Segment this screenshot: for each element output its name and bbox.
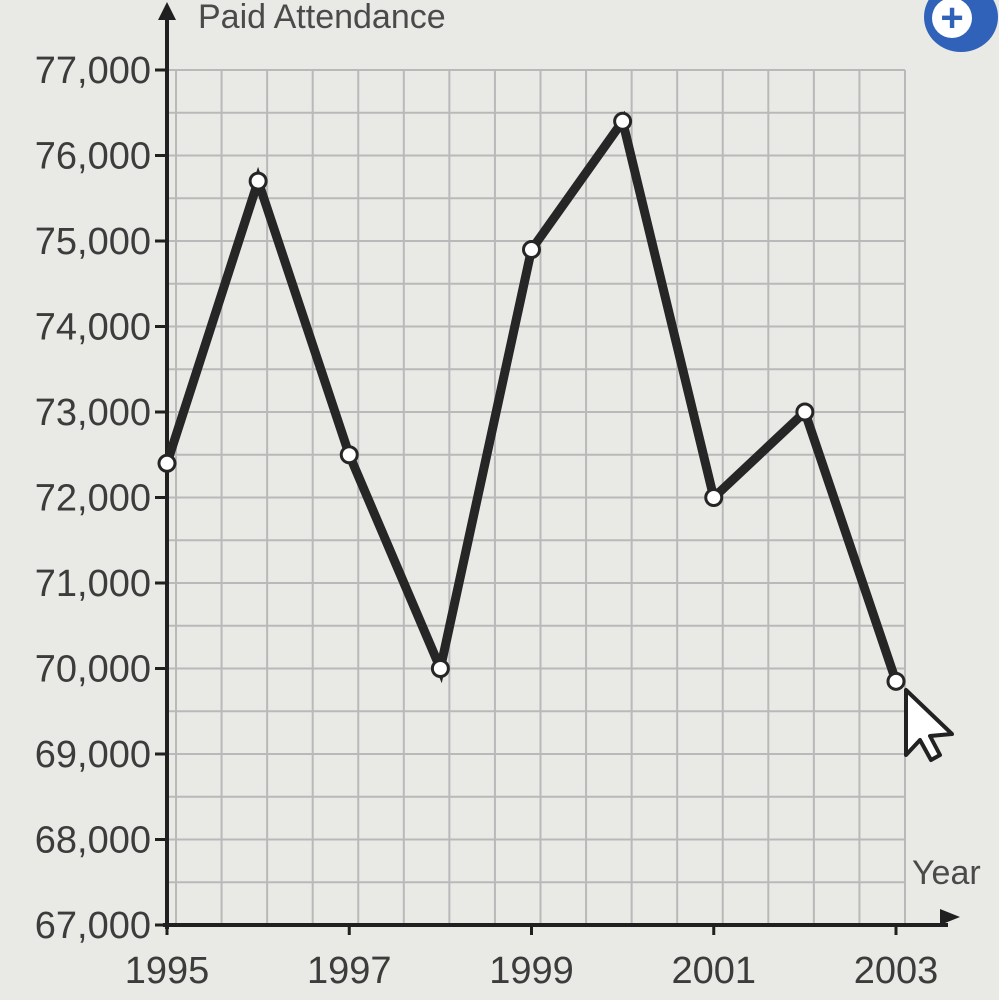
- x-tick-label: 2003: [854, 950, 939, 992]
- y-tick-label: 75,000: [35, 221, 151, 263]
- x-tick-labels: 1995 1997 1999 2001 2003: [125, 925, 939, 992]
- data-point: [704, 488, 724, 507]
- y-tick-label: 76,000: [35, 136, 151, 178]
- plus-icon: +: [932, 0, 972, 38]
- y-tick-labels: 67,000 68,000 69,000 70,000 71,000 72,000 73,0…: [35, 50, 167, 947]
- data-point: [339, 445, 359, 465]
- y-tick-label: 72,000: [35, 478, 151, 520]
- data-point: [248, 171, 268, 191]
- y-tick-label: 73,000: [35, 392, 151, 434]
- data-point: [430, 659, 450, 678]
- x-tick-label: 1997: [307, 950, 392, 992]
- x-tick-label: 2001: [671, 950, 756, 992]
- y-tick-label: 70,000: [35, 649, 151, 691]
- series: [157, 110, 906, 691]
- y-tick-label: 68,000: [35, 820, 151, 862]
- data-point: [886, 671, 906, 691]
- x-axis-arrow-icon: [940, 909, 960, 925]
- y-axis-arrow-icon: [158, 2, 176, 20]
- y-tick-label: 69,000: [35, 734, 151, 776]
- x-axis-title: Year: [912, 854, 981, 892]
- y-axis-title: Paid Attendance: [198, 0, 446, 36]
- series-line: [162, 110, 901, 684]
- cursor-arrow-icon: [904, 688, 954, 762]
- y-tick-label: 74,000: [35, 307, 151, 349]
- x-tick-label: 1995: [125, 950, 210, 992]
- data-point: [522, 240, 541, 260]
- y-tick-label: 67,000: [35, 905, 151, 947]
- y-tick-label: 71,000: [35, 563, 151, 605]
- data-point: [613, 111, 633, 131]
- grid-horizontal: [167, 69, 906, 926]
- axes: [158, 2, 960, 929]
- x-tick-label: 1999: [489, 950, 574, 992]
- data-point: [157, 453, 177, 473]
- y-tick-label: 77,000: [35, 50, 151, 92]
- data-point: [795, 402, 815, 422]
